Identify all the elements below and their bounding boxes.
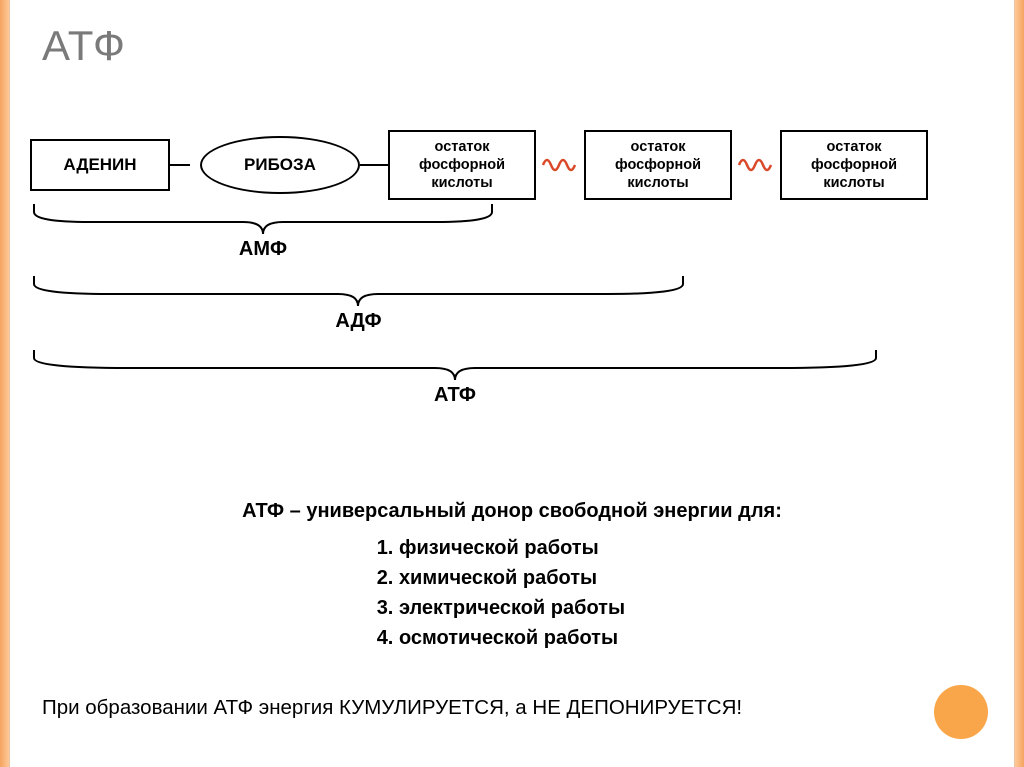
component-row: АДЕНИН РИБОЗА остаток фосфорной кислоты … — [30, 130, 994, 200]
page-title: АТФ — [42, 22, 126, 70]
list-item: химической работы — [399, 563, 625, 593]
description-block: АТФ – универсальный донор свободной энер… — [40, 500, 984, 653]
decorative-circle-icon — [934, 685, 988, 739]
macroergic-bond-icon — [542, 154, 578, 176]
footer-note: При образовании АТФ энергия КУМУЛИРУЕТСЯ… — [42, 696, 742, 720]
bracket-label: АТФ — [30, 384, 880, 407]
atp-structure-diagram: АДЕНИН РИБОЗА остаток фосфорной кислоты … — [30, 130, 994, 200]
riboza-ellipse: РИБОЗА — [200, 136, 360, 194]
connector — [170, 164, 190, 166]
bracket-label: АДФ — [30, 310, 687, 333]
bracket-amf: АМФ — [30, 202, 994, 261]
macroergic-bond-icon — [738, 154, 774, 176]
bracket-label: АМФ — [30, 238, 496, 261]
list-item: физической работы — [399, 533, 625, 563]
list-item: осмотической работы — [399, 623, 625, 653]
bracket-adf: АДФ — [30, 274, 994, 333]
connector — [360, 164, 388, 166]
description-list: физической работы химической работы элек… — [399, 533, 625, 653]
phosphate-box-2: остаток фосфорной кислоты — [584, 130, 732, 200]
slide-border-left — [0, 0, 10, 767]
list-item: электрической работы — [399, 593, 625, 623]
phosphate-box-1: остаток фосфорной кислоты — [388, 130, 536, 200]
phosphate-box-3: остаток фосфорной кислоты — [780, 130, 928, 200]
bracket-atf: АТФ — [30, 348, 994, 407]
description-heading: АТФ – универсальный донор свободной энер… — [40, 500, 984, 523]
adenin-box: АДЕНИН — [30, 139, 170, 191]
slide-border-right — [1014, 0, 1024, 767]
